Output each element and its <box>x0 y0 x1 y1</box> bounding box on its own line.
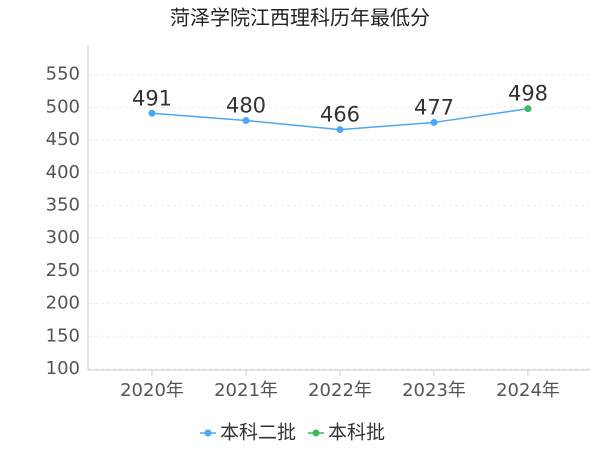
y-tick-label: 350 <box>46 195 80 216</box>
y-tick-label: 450 <box>46 129 80 150</box>
x-tick-label: 2023年 <box>402 380 466 401</box>
legend-marker <box>312 429 320 437</box>
legend-marker <box>204 429 212 437</box>
data-label: 466 <box>320 103 360 127</box>
connector-line <box>433 107 529 124</box>
y-tick-label: 250 <box>46 260 80 281</box>
data-label: 498 <box>508 82 548 106</box>
y-tick-label: 100 <box>46 358 80 379</box>
y-tick-label: 150 <box>46 325 80 346</box>
y-tick-label: 550 <box>46 64 80 85</box>
y-tick-label: 400 <box>46 162 80 183</box>
legend-label: 本科批 <box>328 422 385 444</box>
x-tick-label: 2024年 <box>496 380 560 401</box>
data-label: 491 <box>132 86 172 110</box>
data-point <box>148 109 156 117</box>
x-tick-label: 2021年 <box>214 380 278 401</box>
data-label: 477 <box>414 95 454 119</box>
series-line <box>151 112 435 131</box>
data-label: 480 <box>226 93 266 117</box>
data-point <box>524 105 532 113</box>
x-tick-label: 2020年 <box>120 380 184 401</box>
y-tick-label: 200 <box>46 293 80 314</box>
legend-label: 本科二批 <box>220 422 296 444</box>
x-tick-label: 2022年 <box>308 380 372 401</box>
chart-title: 菏泽学院江西理科历年最低分 <box>170 6 430 30</box>
data-point <box>336 126 344 134</box>
y-tick-label: 300 <box>46 227 80 248</box>
data-point <box>242 116 250 124</box>
y-tick-label: 500 <box>46 96 80 117</box>
